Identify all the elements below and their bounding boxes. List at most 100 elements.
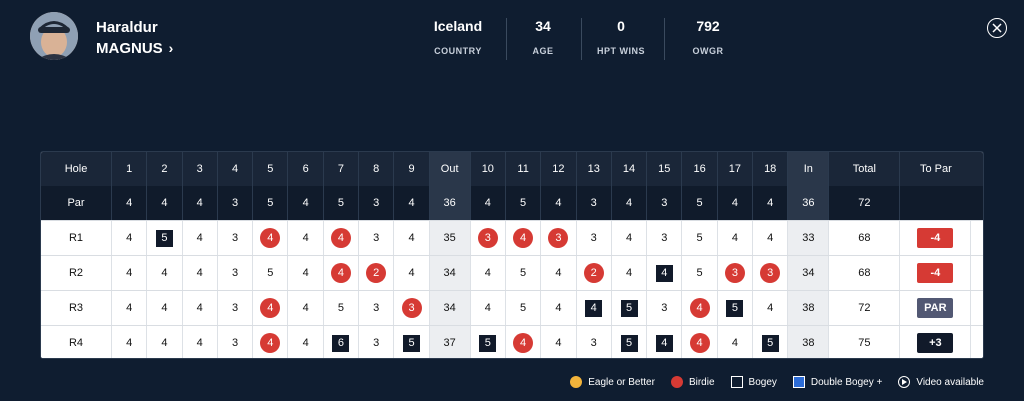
birdie-score: 4 bbox=[689, 333, 710, 353]
hole-score-cell: 4 bbox=[394, 221, 430, 255]
out-total: 37 bbox=[429, 326, 471, 358]
hole-score-cell: 4 bbox=[183, 326, 218, 358]
header-cell: 6 bbox=[288, 152, 324, 186]
birdie-score: 4 bbox=[260, 298, 281, 318]
round-total: 72 bbox=[829, 291, 901, 325]
par-cell: 4 bbox=[718, 186, 754, 220]
hole-score-cell: 4 bbox=[394, 256, 430, 290]
hole-score-cell: 4 bbox=[647, 256, 683, 290]
hole-score-cell: 4 bbox=[183, 256, 218, 290]
hole-score-cell: 5 bbox=[147, 221, 183, 255]
hole-score-cell: 4 bbox=[183, 221, 218, 255]
round-total: 75 bbox=[829, 326, 901, 358]
stat-label: OWGR bbox=[692, 46, 724, 56]
hole-score-cell: 3 bbox=[394, 291, 430, 325]
hole-score-cell: 4 bbox=[112, 256, 148, 290]
header-cell: 8 bbox=[359, 152, 395, 186]
hole-score-cell: 4 bbox=[753, 291, 789, 325]
hole-score-cell: 4 bbox=[288, 291, 324, 325]
close-button[interactable] bbox=[987, 18, 1007, 38]
header-cell: In bbox=[788, 152, 830, 186]
hole-score-cell: 4 bbox=[324, 256, 360, 290]
header-cell: 3 bbox=[183, 152, 218, 186]
hole-score-cell: 3 bbox=[218, 221, 254, 255]
legend-video: Video available bbox=[898, 376, 984, 388]
hole-score-cell: 4 bbox=[471, 256, 506, 290]
bogey-score: 6 bbox=[332, 334, 350, 352]
birdie-score: 4 bbox=[513, 333, 534, 353]
eagle-swatch-icon bbox=[570, 376, 583, 388]
birdie-score: 2 bbox=[366, 263, 387, 283]
hole-score-cell: 5 bbox=[612, 291, 648, 325]
to-par-cell: -4 bbox=[900, 221, 972, 255]
hole-score-cell: 2 bbox=[577, 256, 612, 290]
bogey-score: 5 bbox=[620, 334, 638, 352]
header-cell: 13 bbox=[577, 152, 612, 186]
scorecard-table: Hole 1 2 3 4 5 6 7 8 9 Out 10 11 12 13 14 15 16 17 18 In Tota… bbox=[40, 151, 984, 359]
score-legend: Eagle or Better Birdie Bogey Double Boge… bbox=[554, 376, 984, 388]
hole-score-cell: 4 bbox=[541, 326, 577, 358]
stat-divider bbox=[506, 18, 507, 60]
header-cell: 16 bbox=[682, 152, 718, 186]
par-cell: 5 bbox=[682, 186, 718, 220]
hole-score-cell: 5 bbox=[471, 326, 506, 358]
hole-score-cell: 4 bbox=[647, 326, 683, 358]
hole-score-cell: 3 bbox=[218, 256, 254, 290]
par-cell: 4 bbox=[183, 186, 218, 220]
player-name-link[interactable]: Haraldur MAGNUS › bbox=[96, 17, 173, 59]
header-cell: 7 bbox=[324, 152, 360, 186]
to-par-cell: -4 bbox=[900, 256, 972, 290]
in-total: 33 bbox=[788, 221, 830, 255]
round-total: 68 bbox=[829, 221, 901, 255]
stat-age: 34 AGE bbox=[517, 16, 569, 56]
par-cell: 4 bbox=[147, 186, 183, 220]
par-cell: 4 bbox=[112, 186, 148, 220]
hole-score-cell: 3 bbox=[541, 221, 577, 255]
birdie-score: 3 bbox=[548, 228, 569, 248]
legend-label: Video available bbox=[916, 376, 984, 388]
header-cell: Total bbox=[829, 152, 901, 186]
round-row-r2: R2 4 4 4 3 5 4 4 2 4 34 4 5 4 2 4 4 5 3 3 34 68 -4 bbox=[41, 255, 983, 290]
stat-owgr: 792 OWGR bbox=[680, 16, 736, 56]
stat-value: 0 bbox=[617, 18, 625, 34]
hole-score-cell: 4 bbox=[112, 326, 148, 358]
play-icon bbox=[898, 376, 911, 388]
hole-score-cell: 3 bbox=[471, 221, 506, 255]
hole-score-cell: 4 bbox=[288, 221, 324, 255]
par-cell: 4 bbox=[753, 186, 789, 220]
bogey-swatch-icon bbox=[730, 376, 743, 388]
hole-score-cell: 3 bbox=[647, 221, 683, 255]
stat-label: AGE bbox=[532, 46, 554, 56]
hole-score-cell: 4 bbox=[577, 291, 612, 325]
header-cell: 4 bbox=[218, 152, 254, 186]
stat-divider bbox=[581, 18, 582, 60]
birdie-score: 3 bbox=[477, 228, 498, 248]
legend-bogey: Bogey bbox=[730, 376, 777, 388]
bogey-score: 5 bbox=[479, 334, 497, 352]
chevron-right-icon: › bbox=[168, 40, 174, 56]
hole-score-cell: 5 bbox=[682, 256, 718, 290]
hole-header-row: Hole 1 2 3 4 5 6 7 8 9 Out 10 11 12 13 14 15 16 17 18 In Tota… bbox=[41, 152, 983, 186]
bogey-score: 4 bbox=[585, 299, 603, 317]
birdie-score: 4 bbox=[513, 228, 534, 248]
hole-score-cell: 4 bbox=[324, 221, 360, 255]
hole-score-cell: 4 bbox=[682, 326, 718, 358]
legend-label: Double Bogey + bbox=[810, 376, 883, 388]
hole-score-cell: 3 bbox=[577, 221, 612, 255]
hole-score-cell: 4 bbox=[253, 291, 289, 325]
hole-score-cell: 5 bbox=[394, 326, 430, 358]
bogey-score: 5 bbox=[403, 334, 421, 352]
out-total: 34 bbox=[429, 256, 471, 290]
out-total: 35 bbox=[429, 221, 471, 255]
legend-double-bogey: Double Bogey + bbox=[792, 376, 883, 388]
hole-score-cell: 4 bbox=[753, 221, 789, 255]
hole-score-cell: 3 bbox=[218, 291, 254, 325]
player-avatar bbox=[30, 12, 78, 60]
par-cell: 72 bbox=[829, 186, 901, 220]
header-cell: 12 bbox=[541, 152, 577, 186]
header-cell: 10 bbox=[471, 152, 506, 186]
legend-label: Birdie bbox=[688, 376, 715, 388]
hole-score-cell: 6 bbox=[324, 326, 360, 358]
hole-score-cell: 3 bbox=[718, 256, 754, 290]
par-cell: 4 bbox=[541, 186, 577, 220]
